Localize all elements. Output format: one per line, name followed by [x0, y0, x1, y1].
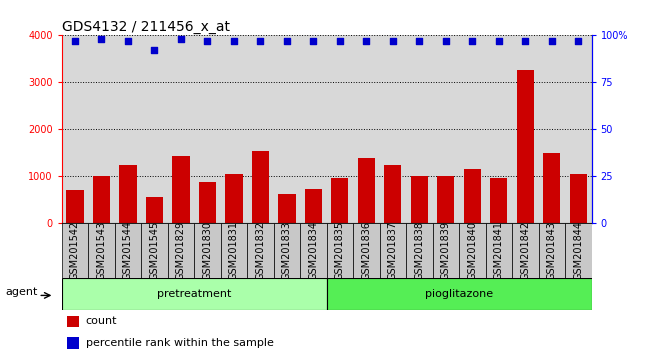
Point	[281, 38, 292, 44]
Bar	[93, 176, 110, 223]
Bar	[199, 182, 216, 223]
Point	[493, 38, 504, 44]
Text: GSM201841: GSM201841	[494, 221, 504, 280]
Bar	[332, 178, 348, 223]
Bar	[459, 223, 486, 278]
Point	[467, 38, 478, 44]
Bar	[565, 223, 592, 278]
Bar	[305, 189, 322, 223]
Bar	[538, 223, 565, 278]
Text: GSM201842: GSM201842	[520, 221, 530, 280]
Bar	[115, 223, 141, 278]
Text: pretreatment: pretreatment	[157, 289, 231, 299]
Point	[414, 38, 424, 44]
Bar	[62, 223, 88, 278]
Point	[255, 38, 266, 44]
Text: GSM201542: GSM201542	[70, 221, 80, 280]
Text: GSM201543: GSM201543	[96, 221, 107, 280]
Text: GSM201831: GSM201831	[229, 221, 239, 280]
Point	[123, 38, 133, 44]
Text: GSM201843: GSM201843	[547, 221, 557, 280]
Point	[573, 38, 584, 44]
Text: GDS4132 / 211456_x_at: GDS4132 / 211456_x_at	[62, 21, 229, 34]
Point	[361, 38, 372, 44]
Text: GSM201837: GSM201837	[388, 221, 398, 280]
Bar	[300, 223, 327, 278]
Text: agent: agent	[5, 287, 37, 297]
Bar	[463, 169, 481, 223]
Bar	[141, 223, 168, 278]
Bar	[326, 278, 592, 310]
Bar	[172, 156, 190, 223]
Text: GSM201835: GSM201835	[335, 221, 345, 280]
Bar	[252, 151, 269, 223]
Point	[70, 38, 80, 44]
Bar	[437, 176, 454, 223]
Point	[202, 38, 213, 44]
Text: count: count	[86, 316, 117, 326]
Text: GSM201834: GSM201834	[308, 221, 318, 280]
Bar	[406, 223, 433, 278]
Text: GSM201544: GSM201544	[123, 221, 133, 280]
Bar	[380, 223, 406, 278]
Text: GSM201840: GSM201840	[467, 221, 477, 280]
Bar	[433, 223, 459, 278]
Point	[229, 38, 239, 44]
Bar	[120, 165, 136, 223]
Text: GSM201832: GSM201832	[255, 221, 265, 280]
Bar	[512, 223, 538, 278]
Bar	[226, 174, 242, 223]
Text: GSM201838: GSM201838	[414, 221, 424, 280]
Bar	[66, 190, 84, 223]
Point	[387, 38, 398, 44]
Bar	[543, 153, 560, 223]
Bar	[358, 158, 375, 223]
Bar	[194, 223, 221, 278]
Bar	[168, 223, 194, 278]
Bar	[247, 223, 274, 278]
Point	[335, 38, 345, 44]
Bar	[67, 337, 79, 349]
Bar	[486, 223, 512, 278]
Bar	[569, 174, 587, 223]
Point	[176, 36, 186, 42]
Point	[150, 47, 160, 53]
Text: GSM201839: GSM201839	[441, 221, 451, 280]
Bar	[353, 223, 380, 278]
Text: GSM201545: GSM201545	[150, 221, 159, 280]
Bar	[278, 194, 296, 223]
Text: percentile rank within the sample: percentile rank within the sample	[86, 338, 274, 348]
Text: GSM201844: GSM201844	[573, 221, 583, 280]
Text: GSM201836: GSM201836	[361, 221, 371, 280]
Text: GSM201833: GSM201833	[282, 221, 292, 280]
Bar	[326, 223, 353, 278]
Bar	[384, 165, 402, 223]
Text: GSM201829: GSM201829	[176, 221, 186, 280]
Point	[96, 36, 107, 42]
Bar	[62, 278, 326, 310]
Bar	[67, 316, 79, 327]
Text: pioglitazone: pioglitazone	[425, 289, 493, 299]
Point	[547, 38, 557, 44]
Bar	[88, 223, 115, 278]
Bar	[274, 223, 300, 278]
Text: GSM201830: GSM201830	[202, 221, 213, 280]
Bar	[411, 176, 428, 223]
Bar	[490, 178, 508, 223]
Point	[308, 38, 318, 44]
Point	[520, 38, 530, 44]
Bar	[221, 223, 247, 278]
Bar	[146, 197, 163, 223]
Bar	[517, 70, 534, 223]
Point	[441, 38, 451, 44]
